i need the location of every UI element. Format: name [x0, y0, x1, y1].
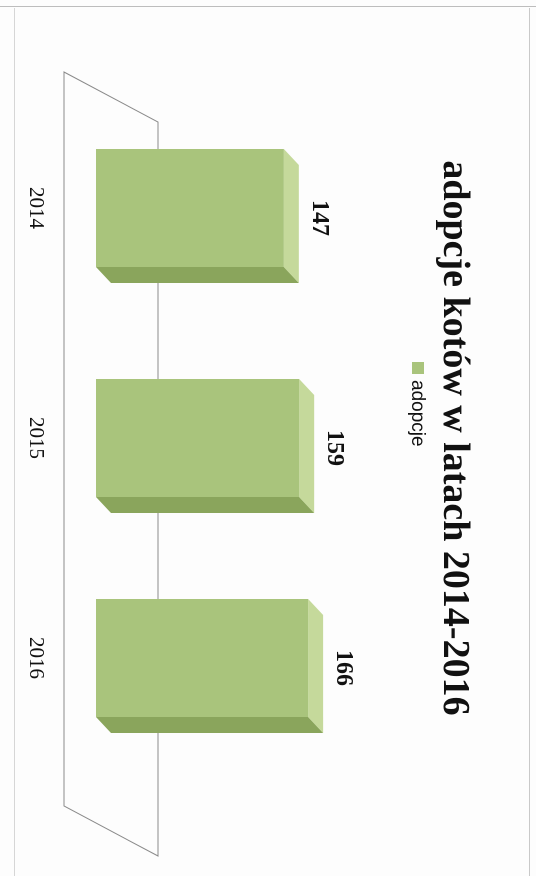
value-label-2016: 166	[331, 650, 357, 686]
bar-top-2015	[299, 379, 315, 513]
bar-side-2015	[96, 497, 315, 513]
bar-side-2016	[96, 717, 324, 733]
bar-top-2014	[283, 149, 299, 283]
category-label-2014: 2014	[25, 187, 49, 230]
labels-group: 2014 147 2015 159 2016 166	[25, 187, 357, 686]
frame-top-border	[0, 6, 536, 7]
category-label-2015: 2015	[25, 417, 49, 459]
bar-front-2015	[96, 379, 300, 497]
bar-side-2014	[96, 267, 299, 283]
bars-group	[96, 149, 324, 733]
value-label-2015: 159	[322, 430, 348, 466]
bar-front-2016	[96, 599, 309, 717]
frame-right-border	[529, 8, 530, 876]
bar-front-2014	[96, 149, 284, 267]
value-label-2014: 147	[307, 200, 333, 236]
bar-2016	[96, 599, 324, 733]
legend-label: adopcje	[407, 380, 428, 447]
bar-2014	[96, 149, 299, 283]
frame-left-border	[14, 8, 15, 876]
bar-top-2016	[308, 599, 324, 733]
chart-floor	[63, 71, 159, 857]
category-label-2016: 2016	[25, 637, 49, 679]
legend-swatch	[412, 362, 424, 374]
chart-title: adopcje kotów w latach 2014-2016	[435, 160, 477, 715]
bar-2015	[96, 379, 315, 513]
